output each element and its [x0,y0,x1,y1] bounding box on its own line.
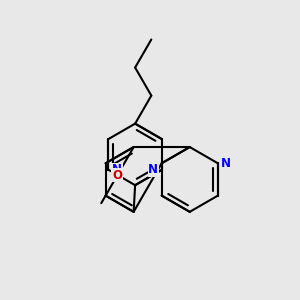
Text: N: N [112,163,122,176]
Text: N: N [148,163,158,176]
Text: N: N [221,157,231,170]
Text: O: O [112,169,122,182]
